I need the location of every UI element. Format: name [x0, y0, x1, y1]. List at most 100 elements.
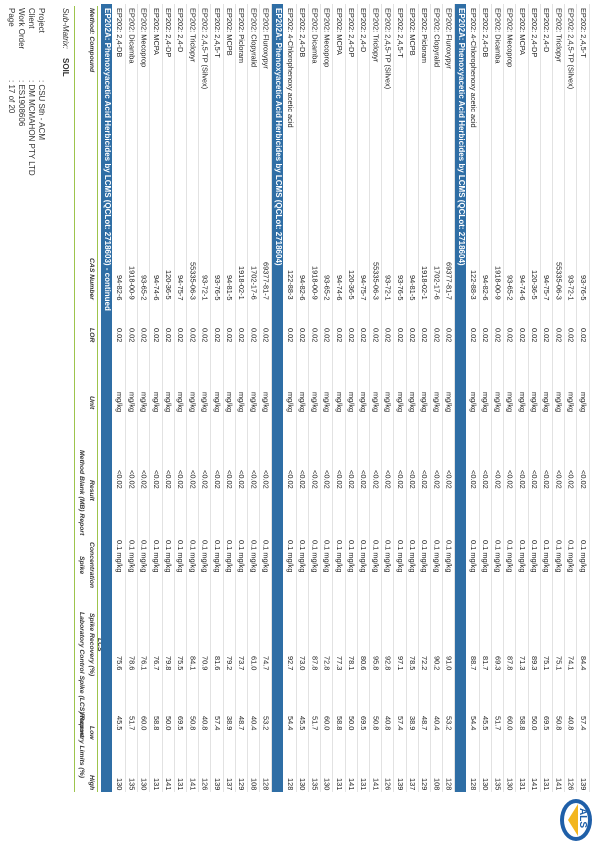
row-rule [564, 4, 566, 792]
cell: 73.0 [298, 655, 308, 670]
cell: 139 [212, 777, 222, 790]
cell: 0.02 [542, 327, 552, 343]
cell: mg/kg [420, 392, 430, 413]
cell: <0.02 [298, 470, 308, 489]
logo-text: ALS [577, 808, 588, 828]
cell: 69.3 [493, 655, 503, 670]
cell: 0.02 [322, 327, 332, 343]
cell: 130 [505, 777, 515, 790]
cell: mg/kg [286, 392, 295, 413]
cell: <0.02 [578, 470, 588, 489]
cell: 0.1 mg/kg [115, 540, 125, 573]
row-rule [515, 4, 517, 792]
compound-name: EP202: 2,4-D [176, 8, 186, 53]
cell: 0.1 mg/kg [395, 540, 405, 573]
cell: 55335-06-3 [371, 262, 381, 300]
compound-name: EP202: 2,4,5-TP (Silvex) [383, 8, 393, 90]
compound-name: EP202: 2,4,5-T [395, 8, 405, 58]
row-rule [222, 4, 224, 792]
row-rule [503, 4, 505, 792]
cell: 94-75-7 [542, 274, 552, 300]
cell: 38.9 [408, 715, 417, 730]
cell: 108 [249, 777, 259, 790]
cell: 130 [115, 777, 125, 790]
cell: 120-36-5 [347, 270, 356, 300]
cell: 0.1 mg/kg [432, 540, 442, 573]
cell: 93-76-5 [395, 274, 405, 300]
cell: mg/kg [530, 392, 539, 413]
cell: 0.02 [261, 327, 271, 343]
compound-name: EP202: MCPA [517, 8, 527, 56]
row-rule [246, 4, 248, 792]
cell: 141 [188, 777, 198, 790]
column-header: High [88, 774, 95, 790]
cell: 1918-00-9 [127, 266, 137, 300]
cell: 128 [444, 777, 454, 790]
cell: 71.3 [517, 655, 527, 670]
cell: <0.02 [359, 470, 369, 489]
cell: 0.02 [249, 327, 259, 343]
cell: mg/kg [481, 392, 491, 413]
cell: 88.7 [469, 655, 478, 670]
cell: mg/kg [115, 392, 125, 413]
cell: 0.1 mg/kg [322, 540, 332, 573]
cell: 94-74-6 [334, 274, 344, 300]
cell: 141 [530, 777, 539, 790]
cell: 141 [371, 777, 381, 790]
cell: <0.02 [481, 470, 491, 489]
cell: 50.0 [347, 715, 356, 730]
cell: 0.1 mg/kg [151, 540, 161, 573]
cell: 48.7 [237, 715, 247, 730]
cell: mg/kg [212, 392, 222, 413]
cell: 0.02 [371, 327, 381, 343]
cell: 0.02 [139, 327, 149, 343]
cell: 61.0 [249, 655, 259, 670]
cell: 108 [432, 777, 442, 790]
cell: 0.1 mg/kg [347, 540, 356, 573]
compound-name: EP202: Triclopyr [554, 8, 564, 63]
cell: mg/kg [334, 392, 344, 413]
cell: 0.1 mg/kg [139, 540, 149, 573]
cell: 93-72-1 [200, 274, 210, 300]
cell: 0.1 mg/kg [542, 540, 552, 573]
header-rule [97, 6, 98, 792]
group-title: EP202A: Phenoxyacetic Acid Herbicides by… [456, 8, 466, 266]
cell: 0.02 [481, 327, 491, 343]
cell: <0.02 [530, 470, 539, 489]
cell: 141 [164, 777, 173, 790]
row-rule [490, 4, 492, 792]
cell: 0.1 mg/kg [493, 540, 503, 573]
compound-name: EP202: 2,4-DB [115, 8, 125, 58]
row-rule [259, 4, 261, 792]
header-rule [74, 6, 75, 792]
cell: mg/kg [383, 392, 393, 413]
cell: 69377-81-7 [444, 262, 454, 300]
cell: mg/kg [225, 392, 234, 413]
cell: 93-65-2 [505, 274, 515, 300]
cell: 40.4 [432, 715, 442, 730]
cell: 97.1 [395, 655, 405, 670]
cell: mg/kg [139, 392, 149, 413]
cell: 128 [469, 777, 478, 790]
cell: 0.02 [432, 327, 442, 343]
cell: mg/kg [469, 392, 478, 413]
cell: 0.1 mg/kg [505, 540, 515, 573]
cell: 90.2 [432, 655, 442, 670]
cell: 131 [517, 777, 527, 790]
cell: mg/kg [395, 392, 405, 413]
cell: 60.0 [322, 715, 332, 730]
cell: 50.0 [530, 715, 539, 730]
compound-name: EP202: 2,4,5-TP (Silvex) [200, 8, 210, 90]
cell: 55335-06-3 [554, 262, 564, 300]
cell: mg/kg [359, 392, 369, 413]
cell: 57.4 [578, 715, 588, 730]
header-label: Client [27, 8, 36, 29]
cell: mg/kg [517, 392, 527, 413]
compound-name: EP202: Picloram [237, 8, 247, 64]
cell: 120-36-5 [530, 270, 539, 300]
group-bar [101, 4, 113, 792]
cell: 0.1 mg/kg [530, 540, 539, 573]
column-header: LOR [88, 327, 95, 343]
cell: 141 [554, 777, 564, 790]
